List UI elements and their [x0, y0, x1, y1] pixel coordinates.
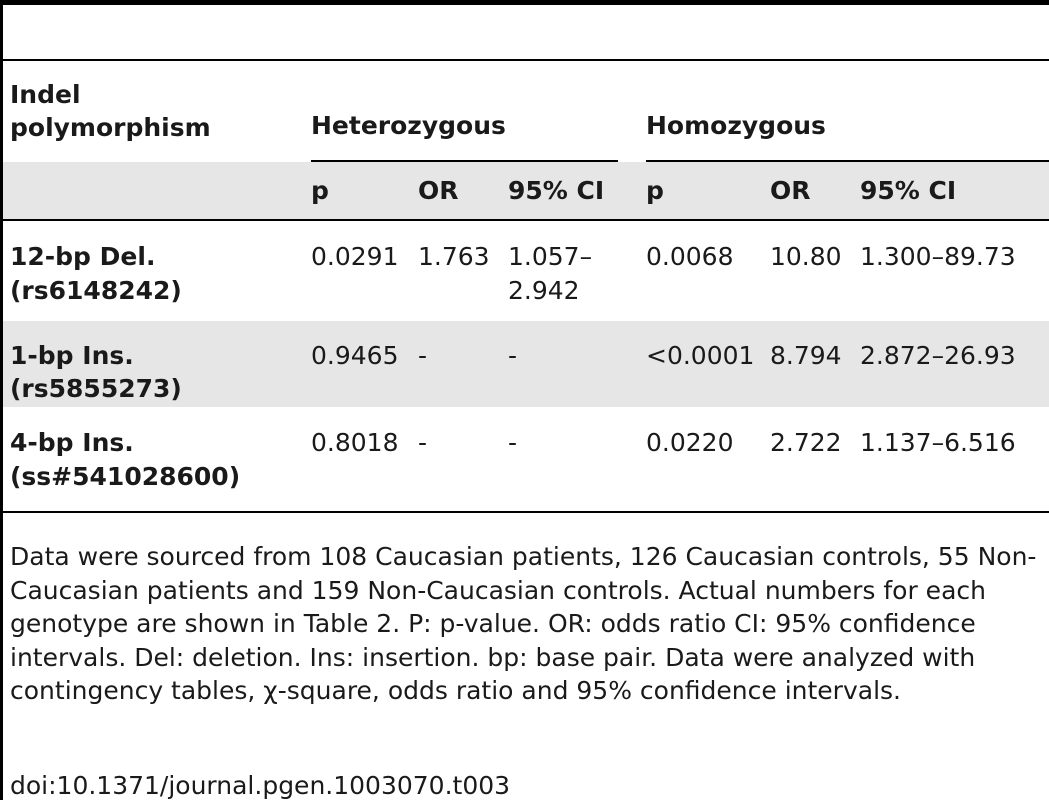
- row1-het-p: 0.0291: [311, 242, 399, 271]
- table-footnote: Data were sourced from 108 Caucasian pat…: [10, 542, 1037, 705]
- row2-het-or: -: [418, 341, 428, 370]
- row1-het-ci-line1: 1.057–: [508, 242, 593, 271]
- row2-het-ci: -: [508, 341, 518, 370]
- row1-het-or: 1.763: [418, 242, 490, 271]
- row1-het-ci-line2: 2.942: [508, 276, 580, 305]
- subheader-het-or: OR: [418, 176, 459, 205]
- row2-band: [3, 321, 1049, 407]
- row2-name-line2: (rs5855273): [10, 374, 182, 403]
- header-indel-line2: polymorphism: [10, 113, 211, 142]
- row1-name-line2: (rs6148242): [10, 276, 182, 305]
- row3-hom-p: 0.0220: [646, 428, 734, 457]
- row2-het-p: 0.9465: [311, 341, 399, 370]
- row3-hom-ci: 1.137–6.516: [860, 428, 1016, 457]
- row2-hom-ci: 2.872–26.93: [860, 341, 1016, 370]
- row2-name-line1: 1-bp Ins.: [10, 341, 134, 370]
- row3-het-ci: -: [508, 428, 518, 457]
- heterozygous-underline: [311, 160, 618, 162]
- subheader-het-p: p: [311, 176, 329, 205]
- header-indel-line1: Indel: [10, 80, 81, 109]
- subheader-hom-p: p: [646, 176, 664, 205]
- homozygous-underline: [646, 160, 1049, 162]
- header-heterozygous: Heterozygous: [311, 111, 506, 140]
- header-homozygous: Homozygous: [646, 111, 826, 140]
- header-top-rule: [3, 59, 1049, 61]
- subheader-het-ci: 95% CI: [508, 176, 605, 205]
- subheader-hom-or: OR: [770, 176, 811, 205]
- subheader-hom-ci: 95% CI: [860, 176, 957, 205]
- row3-name-line1: 4-bp Ins.: [10, 428, 134, 457]
- row1-hom-p: 0.0068: [646, 242, 734, 271]
- row3-name-line2: (ss#541028600): [10, 462, 241, 491]
- row3-het-or: -: [418, 428, 428, 457]
- row2-hom-or: 8.794: [770, 341, 842, 370]
- row1-hom-or: 10.80: [770, 242, 842, 271]
- header-bottom-rule: [3, 219, 1049, 221]
- row1-name-line1: 12-bp Del.: [10, 242, 156, 271]
- row3-het-p: 0.8018: [311, 428, 399, 457]
- top-rule: [3, 0, 1049, 5]
- subheader-band: [3, 162, 1049, 219]
- row1-hom-ci: 1.300–89.73: [860, 242, 1016, 271]
- doi-text: doi:10.1371/journal.pgen.1003070.t003: [10, 771, 511, 800]
- row3-hom-or: 2.722: [770, 428, 842, 457]
- table-bottom-rule: [3, 511, 1049, 513]
- left-border: [0, 0, 3, 800]
- row2-hom-p: <0.0001: [646, 341, 755, 370]
